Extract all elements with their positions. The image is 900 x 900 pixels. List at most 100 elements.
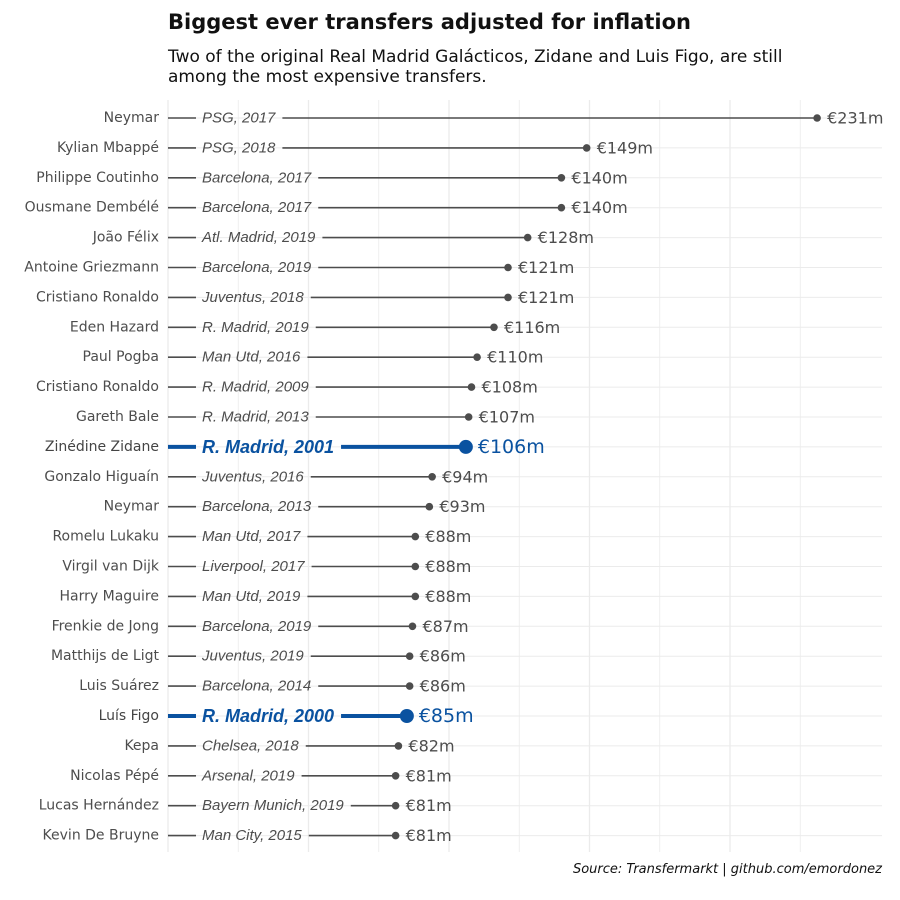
chart-rows: Neymar PSG, 2017 €231m Kylian Mbappé PSG, 20… <box>24 109 883 846</box>
tick-label-player: Cristiano Ronaldo <box>36 379 159 395</box>
chart-row: Kepa Chelsea, 2018 €82m <box>124 736 454 755</box>
club-year-label: Chelsea, 2018 <box>202 737 299 754</box>
point <box>405 682 414 690</box>
club-year-label: PSG, 2017 <box>202 110 276 127</box>
chart-row: Eden Hazard R. Madrid, 2019 €116m <box>70 318 560 337</box>
value-label: €81m <box>406 826 452 845</box>
club-year-label: PSG, 2018 <box>202 139 276 156</box>
club-year-label: Barcelona, 2019 <box>202 259 312 276</box>
club-year-label: Barcelona, 2017 <box>202 199 312 216</box>
chart-subtitle: Two of the original Real Madrid Galáctic… <box>168 47 783 87</box>
value-label: €87m <box>422 617 468 636</box>
chart-row: Ousmane Dembélé Barcelona, 2017 €140m <box>25 198 628 217</box>
club-year-label: R. Madrid, 2009 <box>202 379 309 396</box>
value-label: €140m <box>571 168 627 187</box>
value-label: €116m <box>504 318 560 337</box>
point <box>411 532 420 541</box>
tick-label-player: Harry Maguire <box>60 588 159 604</box>
chart-row: Gonzalo Higuaín Juventus, 2016 €94m <box>44 467 488 486</box>
value-label: €88m <box>425 557 471 576</box>
chart-row: Kevin De Bruyne Man City, 2015 €81m <box>43 826 452 845</box>
chart-row: Neymar Barcelona, 2013 €93m <box>104 497 486 516</box>
point <box>813 114 821 122</box>
club-year-label: Liverpool, 2017 <box>202 558 305 575</box>
point <box>504 293 512 302</box>
club-year-label: Barcelona, 2013 <box>202 498 312 515</box>
value-label: €81m <box>406 796 452 815</box>
tick-label-player: Romelu Lukaku <box>52 529 159 545</box>
club-year-label: Juventus, 2019 <box>201 648 304 665</box>
point <box>467 383 476 391</box>
value-label: €85m <box>419 705 474 727</box>
club-year-label: Juventus, 2016 <box>201 468 304 485</box>
tick-label-player: Virgil van Dijk <box>62 559 160 575</box>
chart-row: Cristiano Ronaldo R. Madrid, 2009 €108m <box>36 378 538 397</box>
value-label: €86m <box>420 647 466 666</box>
point <box>458 439 473 454</box>
tick-label-player: Zinédine Zidane <box>45 439 159 455</box>
point <box>557 174 566 182</box>
chart-row: Lucas Hernández Bayern Munich, 2019 €81m <box>39 796 452 815</box>
value-label: €110m <box>487 348 543 367</box>
club-year-label: Atl. Madrid, 2019 <box>201 229 316 246</box>
club-year-label: Man Utd, 2017 <box>202 528 301 545</box>
tick-label-player: Paul Pogba <box>83 349 159 365</box>
tick-label-player: Neymar <box>104 110 160 126</box>
tick-label-player: Kepa <box>124 738 159 754</box>
value-label: €86m <box>420 677 466 696</box>
point <box>391 831 400 840</box>
point <box>399 709 414 723</box>
chart-row: Luís Figo R. Madrid, 2000 €85m <box>99 705 474 727</box>
tick-label-player: Kevin De Bruyne <box>43 828 159 844</box>
club-year-label: Barcelona, 2014 <box>202 678 311 695</box>
chart-row: Kylian Mbappé PSG, 2018 €149m <box>57 138 653 157</box>
tick-label-player: João Félix <box>92 230 159 246</box>
club-year-label: Man Utd, 2019 <box>202 588 301 605</box>
point <box>504 263 512 272</box>
point <box>405 652 414 660</box>
value-label: €88m <box>425 527 471 546</box>
chart-row: Gareth Bale R. Madrid, 2013 €107m <box>76 408 535 427</box>
point <box>428 473 436 481</box>
chart-title: Biggest ever transfers adjusted for infl… <box>168 10 691 34</box>
chart-row: Romelu Lukaku Man Utd, 2017 €88m <box>52 527 471 546</box>
club-year-label: R. Madrid, 2000 <box>202 706 334 726</box>
club-year-label: Bayern Munich, 2019 <box>202 797 344 814</box>
chart-row: Paul Pogba Man Utd, 2016 €110m <box>83 348 544 367</box>
tick-label-player: Kylian Mbappé <box>57 140 159 156</box>
chart-row: Philippe Coutinho Barcelona, 2017 €140m <box>36 168 627 187</box>
tick-label-player: Nicolas Pépé <box>70 768 159 784</box>
point <box>490 323 498 332</box>
chart-row: Frenkie de Jong Barcelona, 2019 €87m <box>52 617 469 636</box>
tick-label-player: Neymar <box>104 499 160 515</box>
chart-caption: Source: Transfermarkt | github.com/emord… <box>572 862 882 877</box>
value-label: €82m <box>408 736 454 755</box>
value-label: €149m <box>597 138 653 157</box>
tick-label-player: Cristiano Ronaldo <box>36 289 159 305</box>
tick-label-player: Luis Suárez <box>79 678 159 694</box>
point <box>408 622 417 631</box>
value-label: €108m <box>481 378 537 397</box>
value-label: €106m <box>478 436 545 458</box>
club-year-label: Man Utd, 2016 <box>202 349 301 366</box>
point <box>391 801 400 810</box>
value-label: €88m <box>425 587 471 606</box>
chart-row: Nicolas Pépé Arsenal, 2019 €81m <box>70 766 452 785</box>
value-label: €121m <box>518 258 574 277</box>
point <box>557 203 566 212</box>
tick-label-player: Ousmane Dembélé <box>25 200 159 216</box>
value-label: €93m <box>439 497 485 516</box>
chart-row: João Félix Atl. Madrid, 2019 €128m <box>92 228 594 247</box>
club-year-label: R. Madrid, 2019 <box>202 319 309 336</box>
tick-label-player: Frenkie de Jong <box>52 618 159 634</box>
point <box>582 144 591 152</box>
club-year-label: R. Madrid, 2013 <box>202 409 309 426</box>
tick-label-player: Lucas Hernández <box>39 798 159 814</box>
tick-label-player: Antoine Griezmann <box>24 260 159 276</box>
point <box>391 772 400 780</box>
value-label: €81m <box>406 766 452 785</box>
point <box>473 353 481 362</box>
point <box>464 413 473 421</box>
chart-row: Harry Maguire Man Utd, 2019 €88m <box>60 587 472 606</box>
